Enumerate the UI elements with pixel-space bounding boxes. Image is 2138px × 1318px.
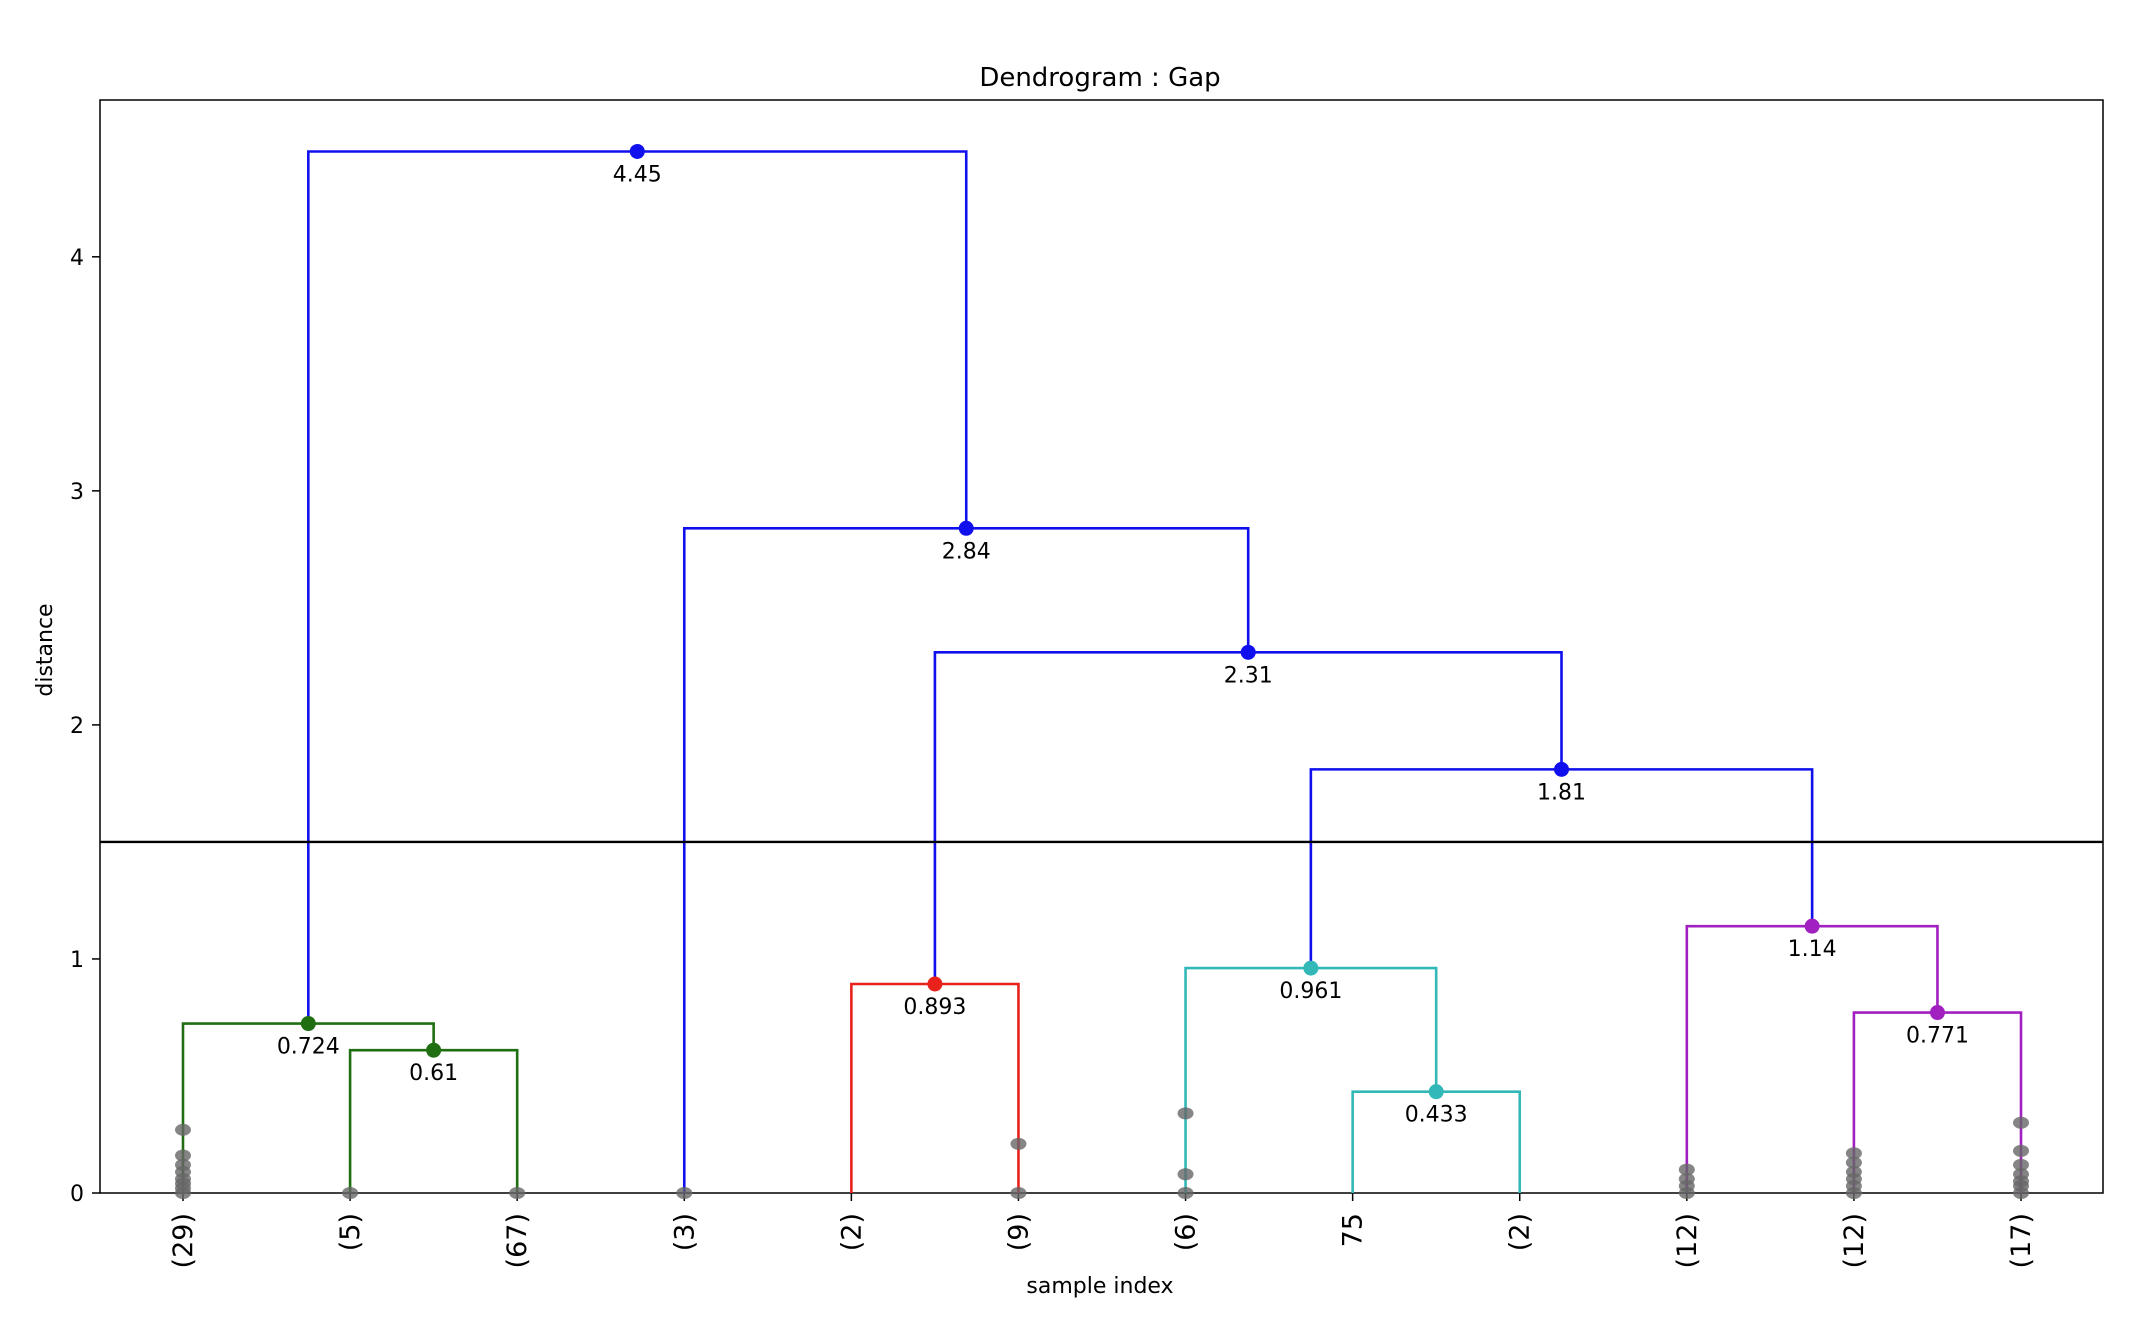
merge-height-label: 0.771 (1906, 1024, 1969, 1049)
merge-marker (300, 1016, 316, 1032)
y-axis-label: distance (33, 603, 58, 696)
merge-height-label: 1.14 (1788, 937, 1837, 962)
merge-height-label: 0.961 (1279, 979, 1342, 1004)
y-tick-label: 1 (70, 948, 84, 973)
leaf-point (1177, 1187, 1194, 1199)
merge-height-label: 2.84 (942, 539, 991, 564)
leaf-point (175, 1123, 191, 1136)
leaf-point (1177, 1107, 1194, 1120)
leaf-point (1845, 1156, 1862, 1169)
merge-height-label: 0.433 (1405, 1103, 1468, 1128)
leaf-label: (17) (2006, 1213, 2037, 1268)
merge-marker (1929, 1005, 1945, 1021)
leaf-point (1845, 1147, 1862, 1160)
merge-height-label: 4.45 (613, 162, 662, 187)
leaf-label: (2) (1505, 1213, 1536, 1251)
merge-marker (927, 976, 943, 992)
leaf-label: (9) (1003, 1213, 1034, 1251)
merge-height-label: 2.31 (1224, 663, 1273, 688)
merge-marker (1303, 960, 1319, 976)
leaf-point (1010, 1187, 1027, 1199)
leaf-label: (6) (1171, 1213, 1202, 1251)
leaf-label: (67) (502, 1213, 533, 1268)
merge-height-label: 1.81 (1537, 780, 1586, 805)
merge-height-label: 0.893 (903, 995, 966, 1020)
leaf-point (509, 1187, 526, 1199)
leaf-label: 75 (1338, 1213, 1369, 1247)
merge-marker (1428, 1084, 1444, 1100)
merge-height-label: 0.724 (277, 1035, 340, 1060)
y-tick-label: 2 (70, 714, 84, 739)
merge-marker (1240, 644, 1256, 660)
leaf-point (175, 1158, 191, 1171)
merge-marker (1804, 918, 1820, 934)
leaf-point (2013, 1168, 2029, 1181)
leaf-point (1177, 1168, 1194, 1181)
leaf-label: (12) (1672, 1213, 1703, 1268)
merge-link (933, 651, 1563, 984)
merge-marker (1554, 761, 1569, 777)
leaf-point (676, 1187, 693, 1199)
leaf-point (2013, 1158, 2029, 1171)
merge-link (1685, 924, 1939, 1193)
y-tick-label: 4 (70, 246, 84, 271)
plot-area: 0 1 2 3 4 (29) (5) (67) (3) (2) (9) (6) 75 (2) (12) (12… (70, 99, 2104, 1268)
leaf-label: (2) (836, 1213, 867, 1251)
leaf-point (1678, 1163, 1695, 1176)
merge-marker (426, 1042, 442, 1058)
chart-title: Dendrogram : Gap (979, 63, 1220, 93)
x-axis-label: sample index (1026, 1274, 1173, 1299)
merge-link (307, 150, 968, 1024)
y-tick-label: 0 (70, 1182, 84, 1207)
merge-link (682, 527, 1250, 1193)
merge-height-label: 0.61 (409, 1061, 458, 1086)
merge-marker (629, 143, 645, 159)
leaf-label: (12) (1839, 1213, 1870, 1268)
leaf-point (175, 1149, 191, 1162)
leaf-point (1678, 1172, 1695, 1185)
leaf-point (2013, 1116, 2029, 1129)
leaf-point (1845, 1165, 1862, 1178)
merge-marker (958, 520, 974, 536)
leaf-label: (29) (168, 1213, 199, 1268)
leaf-point (2013, 1144, 2029, 1157)
y-tick-label: 3 (70, 480, 84, 505)
leaf-label: (5) (335, 1213, 366, 1251)
leaf-point (342, 1187, 359, 1199)
leaf-point (1010, 1137, 1027, 1150)
leaf-label: (3) (669, 1213, 700, 1251)
plot-frame (99, 99, 2104, 1194)
